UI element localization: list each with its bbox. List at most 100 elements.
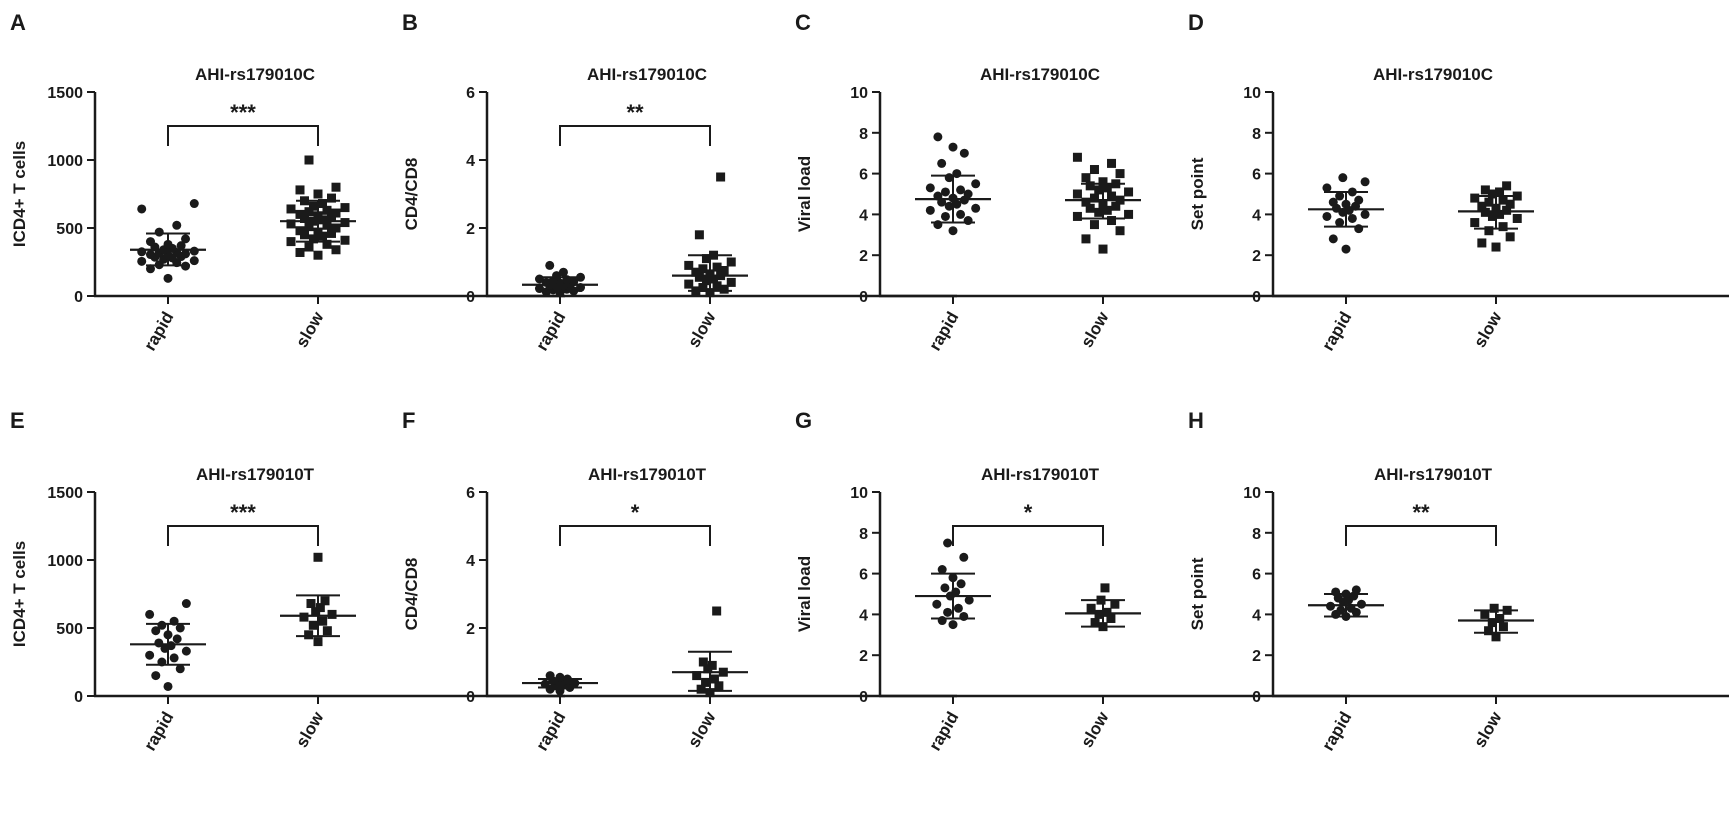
y-tick-label: 4 — [1252, 607, 1261, 624]
y-tick-label: 1500 — [47, 485, 83, 502]
data-point-slow — [315, 603, 325, 613]
data-point-slow — [1495, 613, 1505, 623]
data-point-slow — [705, 288, 715, 298]
data-point-slow — [295, 209, 305, 219]
data-point-rapid — [963, 216, 973, 226]
data-point-slow — [1072, 152, 1082, 162]
y-tick-label: 1000 — [47, 153, 83, 170]
data-point-slow — [308, 620, 318, 630]
data-point-slow — [701, 276, 711, 286]
data-point-slow — [322, 220, 332, 230]
y-tick-label: 2 — [466, 221, 475, 238]
data-point-slow — [318, 616, 328, 626]
data-point-rapid — [545, 260, 555, 270]
data-point-slow — [1505, 232, 1515, 242]
data-point-rapid — [943, 607, 953, 617]
data-point-slow — [1085, 181, 1095, 191]
data-point-slow — [286, 237, 296, 247]
y-tick-label: 2 — [1252, 248, 1261, 265]
data-point-slow — [698, 264, 708, 274]
data-point-rapid — [944, 201, 954, 211]
data-point-rapid — [181, 599, 191, 609]
data-point-slow — [1480, 609, 1490, 619]
x-tick-label-rapid: rapid — [532, 309, 569, 354]
data-point-slow — [1086, 603, 1096, 613]
data-point-rapid — [1338, 173, 1348, 183]
data-point-rapid — [1335, 191, 1345, 201]
data-point-slow — [331, 245, 341, 255]
data-point-slow — [712, 262, 722, 272]
data-point-slow — [1102, 205, 1112, 215]
x-tick-label-slow: slow — [1470, 308, 1506, 351]
data-point-rapid — [1360, 209, 1370, 219]
chart-title: AHI-rs179010C — [587, 65, 707, 84]
y-tick-label: 2 — [859, 648, 868, 665]
chart-title: AHI-rs179010C — [1373, 65, 1493, 84]
data-point-slow — [1498, 195, 1508, 205]
data-point-slow — [707, 660, 717, 670]
data-point-slow — [331, 182, 341, 192]
data-point-slow — [698, 657, 708, 667]
data-point-slow — [1115, 169, 1125, 179]
panel-label: E — [10, 408, 25, 433]
x-tick-label-slow: slow — [684, 708, 720, 751]
panel-label: H — [1188, 408, 1204, 433]
x-tick-label-rapid: rapid — [925, 709, 962, 754]
y-tick-label: 8 — [859, 526, 868, 543]
y-tick-label: 2 — [1252, 648, 1261, 665]
data-point-rapid — [963, 189, 973, 199]
data-point-slow — [1498, 622, 1508, 632]
data-point-slow — [701, 254, 711, 264]
data-point-slow — [1110, 599, 1120, 609]
data-point-rapid — [956, 579, 966, 589]
data-point-slow — [322, 626, 332, 636]
significance-stars: ** — [626, 100, 644, 125]
data-point-slow — [1489, 603, 1499, 613]
data-point-slow — [1072, 211, 1082, 221]
panel-c: C AHI-rs179010C Viral load 0 2 4 6 8 10 rapid slow — [795, 10, 1350, 354]
data-point-rapid — [154, 227, 164, 237]
data-point-rapid — [172, 220, 182, 230]
data-point-rapid — [937, 565, 947, 575]
data-point-rapid — [964, 595, 974, 605]
data-point-rapid — [937, 616, 947, 626]
y-tick-label: 6 — [466, 85, 475, 102]
significance-stars: *** — [230, 500, 256, 525]
data-point-rapid — [151, 671, 161, 681]
y-tick-label: 0 — [859, 289, 868, 306]
chart-title: AHI-rs179010T — [1374, 465, 1493, 484]
y-tick-label: 8 — [1252, 526, 1261, 543]
data-point-rapid — [137, 247, 147, 257]
data-point-rapid — [953, 603, 963, 613]
panel-f: F AHI-rs179010T CD4/CD8 0 2 4 6 rapid slow * — [402, 408, 957, 754]
y-tick-label: 500 — [56, 221, 83, 238]
data-point-rapid — [956, 209, 966, 219]
data-point-slow — [1512, 213, 1522, 223]
data-point-slow — [1094, 185, 1104, 195]
data-point-slow — [1484, 626, 1494, 636]
data-point-slow — [1487, 211, 1497, 221]
data-point-rapid — [534, 274, 544, 284]
y-tick-label: 2 — [466, 621, 475, 638]
data-point-slow — [340, 235, 350, 245]
data-point-slow — [1085, 203, 1095, 213]
y-tick-label: 0 — [74, 689, 83, 706]
data-point-slow — [309, 234, 318, 244]
data-point-rapid — [932, 599, 942, 609]
data-point-slow — [331, 208, 341, 218]
data-point-slow — [1477, 201, 1487, 211]
data-point-slow — [327, 193, 336, 203]
y-tick-label: 1500 — [47, 85, 83, 102]
data-point-slow — [295, 226, 305, 236]
data-point-rapid — [1328, 234, 1338, 244]
data-point-slow — [691, 267, 701, 277]
data-point-rapid — [175, 664, 185, 674]
data-point-rapid — [1335, 218, 1345, 228]
data-point-slow — [299, 612, 309, 622]
y-tick-label: 6 — [859, 167, 868, 184]
significance-bracket — [952, 525, 1104, 546]
data-point-rapid — [145, 250, 155, 260]
data-point-slow — [701, 677, 711, 687]
data-point-slow — [716, 172, 726, 182]
data-point-slow — [726, 257, 736, 267]
